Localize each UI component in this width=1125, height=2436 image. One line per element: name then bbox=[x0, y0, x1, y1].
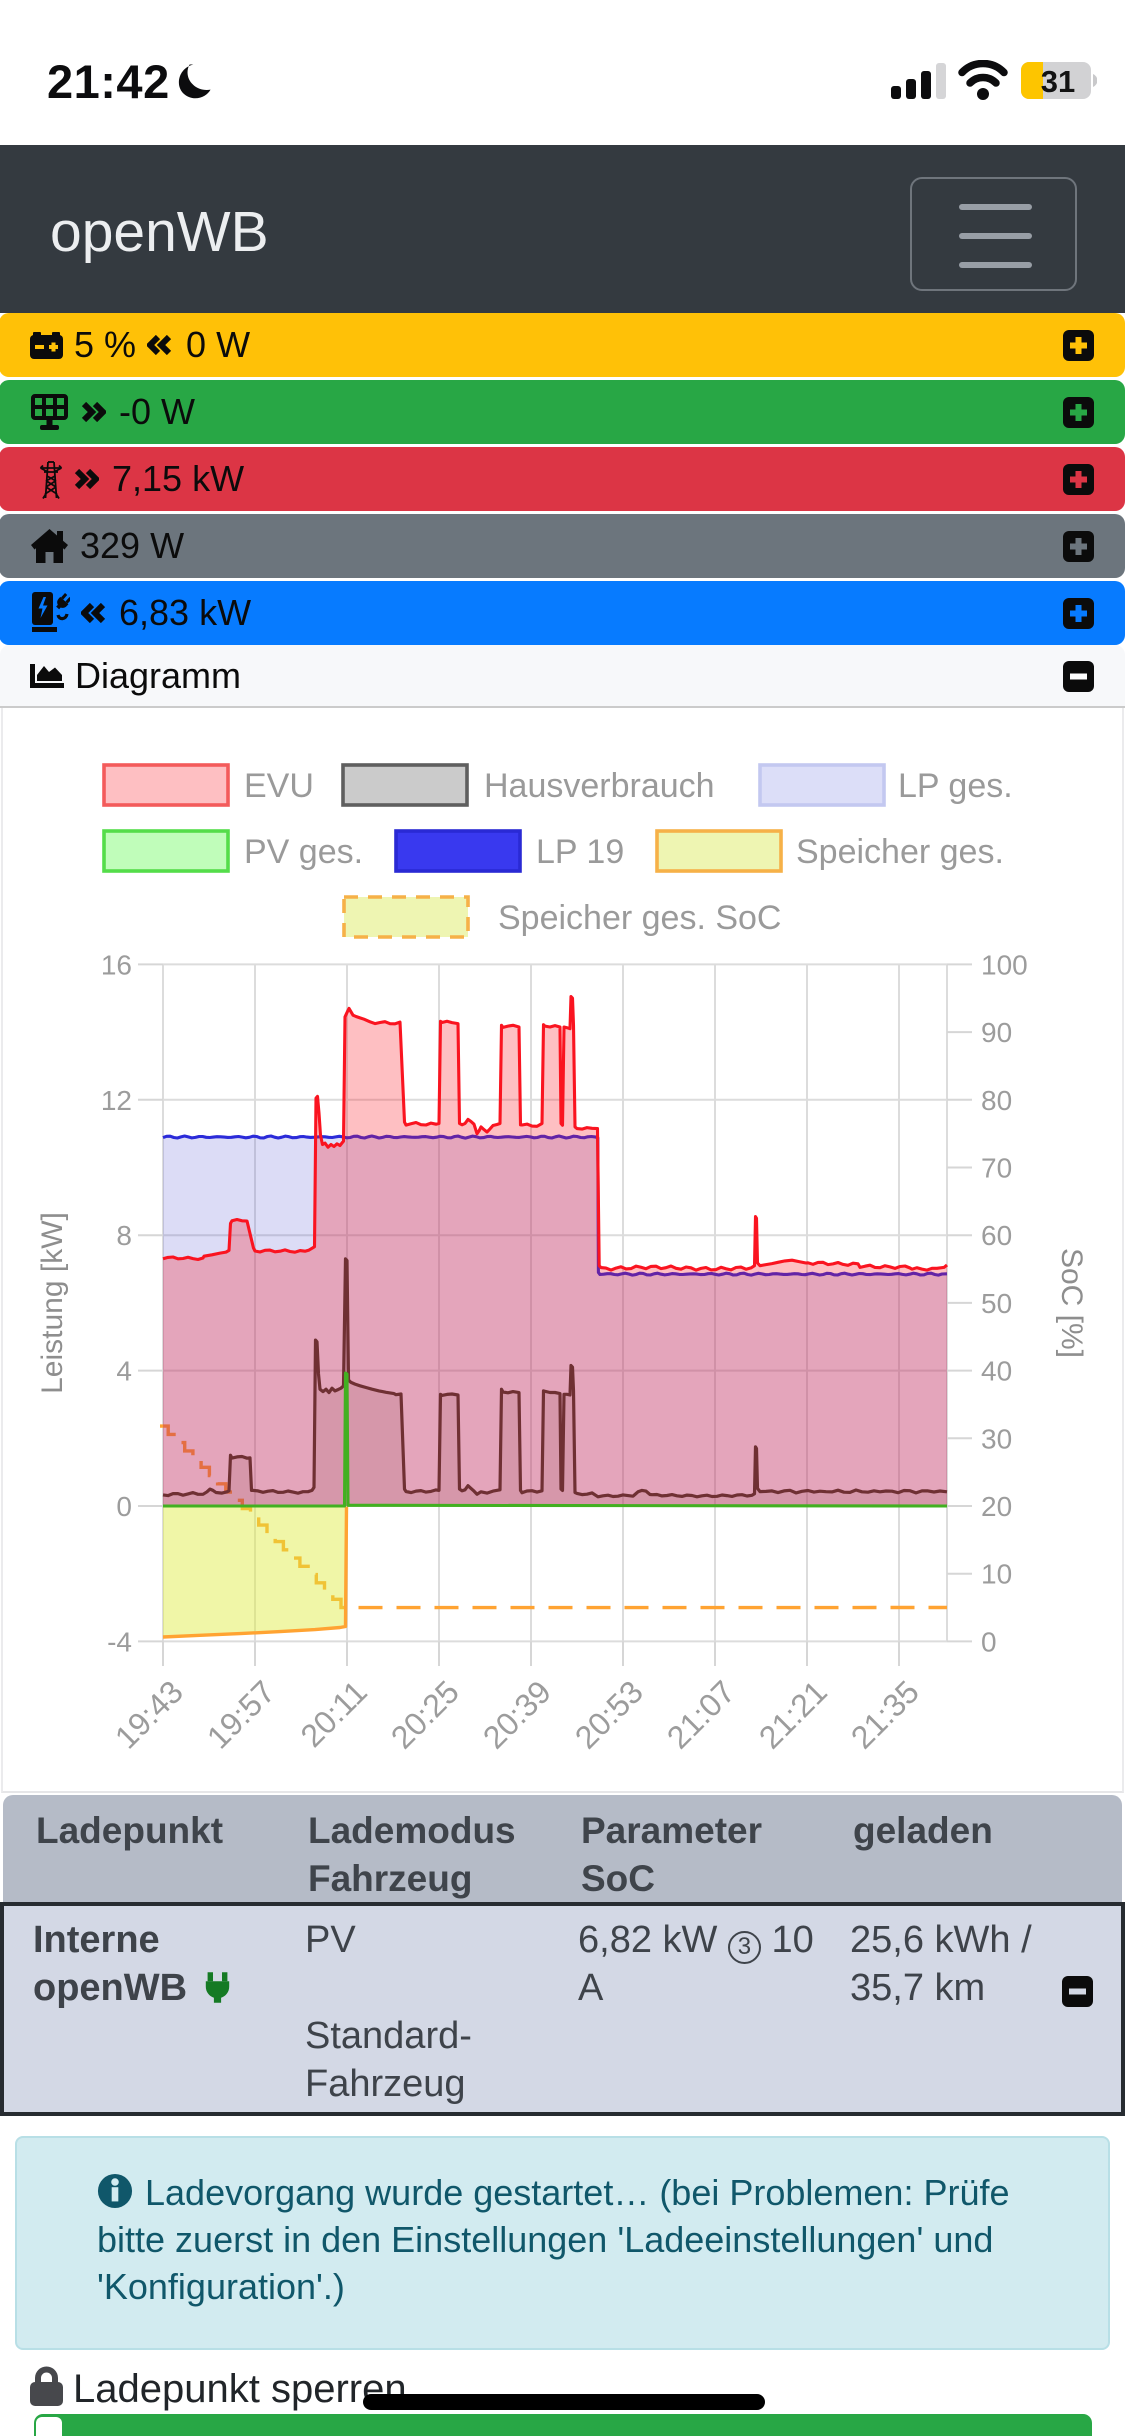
svg-text:PV ges.: PV ges. bbox=[244, 833, 363, 871]
svg-text:19:57: 19:57 bbox=[200, 1673, 282, 1755]
svg-text:Hausverbrauch: Hausverbrauch bbox=[484, 767, 715, 805]
svg-text:100: 100 bbox=[981, 949, 1028, 980]
svg-text:0: 0 bbox=[981, 1626, 997, 1657]
svg-text:SoC [%]: SoC [%] bbox=[1055, 1248, 1088, 1358]
svg-text:31: 31 bbox=[1041, 64, 1075, 99]
svg-text:70: 70 bbox=[981, 1153, 1012, 1184]
svg-text:20:53: 20:53 bbox=[568, 1673, 650, 1755]
svg-text:20:25: 20:25 bbox=[384, 1673, 466, 1755]
svg-text:19:43: 19:43 bbox=[108, 1673, 190, 1755]
svg-text:50: 50 bbox=[981, 1288, 1012, 1319]
svg-text:21:21: 21:21 bbox=[752, 1673, 834, 1755]
svg-text:LP ges.: LP ges. bbox=[898, 767, 1013, 805]
svg-text:0: 0 bbox=[116, 1491, 132, 1522]
svg-text:21:35: 21:35 bbox=[844, 1673, 926, 1755]
svg-text:20: 20 bbox=[981, 1491, 1012, 1522]
svg-text:40: 40 bbox=[981, 1356, 1012, 1387]
svg-text:Speicher ges.: Speicher ges. bbox=[796, 833, 1004, 871]
svg-text:10: 10 bbox=[981, 1559, 1012, 1590]
svg-text:EVU: EVU bbox=[244, 767, 314, 805]
svg-text:16: 16 bbox=[101, 949, 132, 980]
svg-text:30: 30 bbox=[981, 1423, 1012, 1454]
svg-text:60: 60 bbox=[981, 1220, 1012, 1251]
svg-text:8: 8 bbox=[116, 1220, 132, 1251]
svg-text:Speicher ges. SoC: Speicher ges. SoC bbox=[498, 899, 782, 937]
svg-text:20:11: 20:11 bbox=[294, 1673, 374, 1753]
svg-text:90: 90 bbox=[981, 1017, 1012, 1048]
svg-text:-4: -4 bbox=[107, 1626, 132, 1657]
svg-text:Leistung [kW]: Leistung [kW] bbox=[36, 1212, 69, 1394]
svg-text:80: 80 bbox=[981, 1085, 1012, 1116]
svg-text:12: 12 bbox=[101, 1085, 132, 1116]
svg-text:20:39: 20:39 bbox=[476, 1673, 558, 1755]
svg-text:LP 19: LP 19 bbox=[536, 833, 624, 871]
svg-text:21:07: 21:07 bbox=[660, 1673, 742, 1755]
svg-text:4: 4 bbox=[116, 1356, 132, 1387]
